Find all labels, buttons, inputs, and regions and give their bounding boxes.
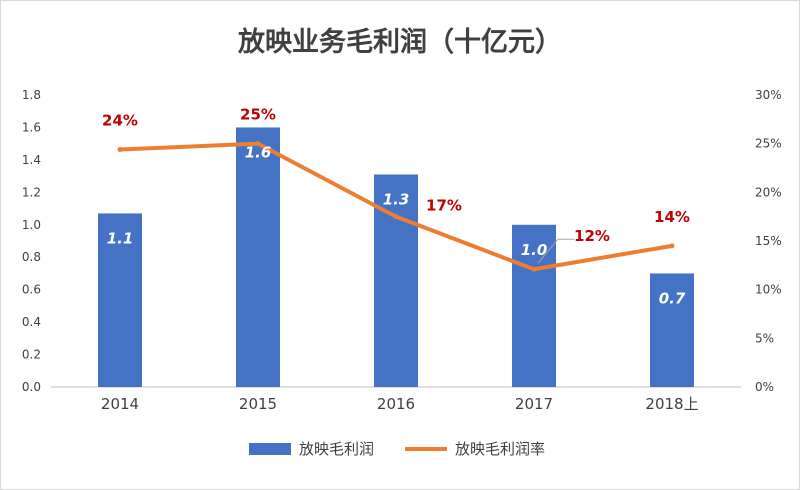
bar-2018上 — [650, 273, 694, 387]
y-left-tick-label: 0.2 — [22, 348, 41, 362]
bar-2014 — [98, 213, 142, 387]
line-value-label: 17% — [426, 197, 462, 215]
leader-line — [537, 238, 574, 264]
line-value-label: 12% — [574, 227, 610, 245]
y-right-tick-label: 25% — [755, 137, 782, 151]
y-left-tick-label: 0.8 — [22, 250, 41, 264]
y-right-tick-label: 15% — [755, 234, 782, 248]
bar-value-label: 0.7 — [659, 289, 686, 307]
bar-2017 — [512, 224, 556, 387]
line-value-label: 14% — [654, 208, 690, 226]
x-tick-label: 2015 — [239, 395, 277, 413]
line-point-2016 — [393, 214, 399, 220]
y-left-tick-label: 1.8 — [22, 88, 41, 102]
y-left-tick-label: 1.6 — [22, 120, 41, 134]
x-tick-label: 2018上 — [645, 395, 698, 413]
x-tick-label: 2016 — [377, 395, 415, 413]
bar-2015 — [236, 127, 280, 387]
y-right-tick-label: 5% — [755, 331, 774, 345]
x-tick-label: 2014 — [101, 395, 139, 413]
legend-label-bar: 放映毛利润 — [299, 440, 374, 458]
chart-title: 放映业务毛利润（十亿元） — [237, 26, 562, 58]
bar-value-label: 1.1 — [107, 229, 134, 247]
y-right-tick-label: 30% — [755, 88, 782, 102]
line-point-2015 — [255, 141, 261, 147]
x-tick-label: 2017 — [515, 395, 553, 413]
y-left-tick-label: 1.4 — [22, 153, 41, 167]
y-left-tick-label: 0.0 — [22, 380, 41, 394]
line-point-2018上 — [669, 243, 675, 249]
line-point-2014 — [117, 147, 123, 153]
line-value-label: 25% — [240, 106, 276, 124]
y-right-tick-label: 20% — [755, 185, 782, 199]
y-left-tick-label: 1.2 — [22, 185, 41, 199]
y-right-tick-label: 10% — [755, 283, 782, 297]
y-left-tick-label: 1.0 — [22, 218, 41, 232]
bar-value-label: 1.6 — [245, 143, 272, 161]
line-point-2017 — [531, 266, 537, 272]
y-left-tick-label: 0.4 — [22, 315, 41, 329]
y-right-tick-label: 0% — [755, 380, 774, 394]
bar-value-label: 1.3 — [383, 190, 410, 208]
line-value-label: 24% — [102, 112, 138, 130]
legend-label-line: 放映毛利润率 — [455, 440, 545, 458]
y-left-tick-label: 0.6 — [22, 283, 41, 297]
bar-value-label: 1.0 — [521, 241, 548, 259]
legend-swatch-bar — [249, 443, 291, 455]
